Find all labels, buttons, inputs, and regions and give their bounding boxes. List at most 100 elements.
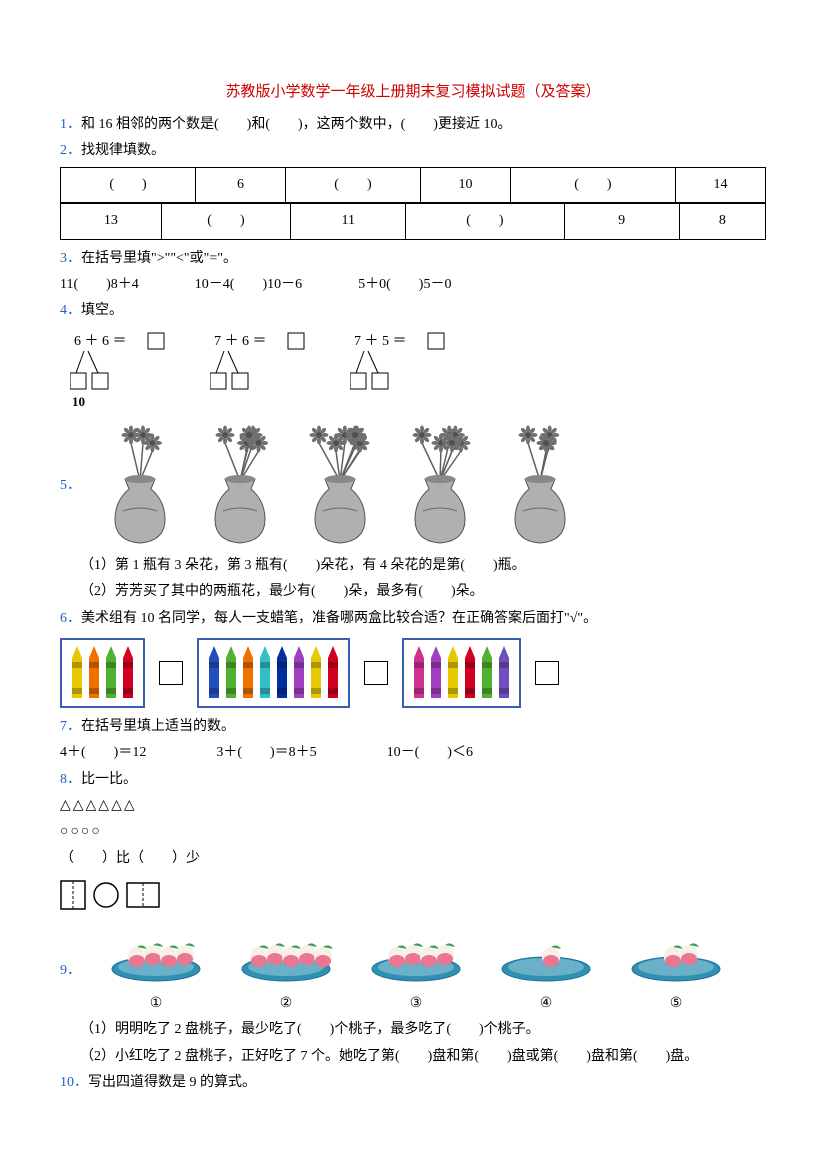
q8-compare: （ ）比（ ）少	[60, 848, 766, 870]
cell: ( )	[510, 167, 675, 202]
crayon-icon	[258, 646, 272, 700]
rect-dashed-icon	[60, 880, 86, 910]
cell: 10	[420, 167, 510, 202]
plate-col: ⑤	[621, 927, 731, 1016]
crayon-icon	[275, 646, 289, 700]
crayon-icon	[104, 646, 118, 700]
plate-col: ④	[491, 927, 601, 1016]
crayon-icon	[429, 646, 443, 700]
crayon-icon	[87, 646, 101, 700]
vase-icon	[295, 421, 385, 551]
answer-checkbox[interactable]	[159, 661, 183, 685]
cell: 13	[61, 204, 162, 239]
rect-dashed2-icon	[126, 882, 160, 908]
crayon-box	[402, 638, 521, 708]
decompose-group: 7 ＋ 5 ＝	[350, 331, 460, 411]
shape-row	[60, 880, 160, 910]
plate-label: ②	[231, 993, 341, 1015]
q6-text: 美术组有 10 名同学，每人一支蜡笔，准备哪两盒比较合适？在正确答案后面打"√"…	[81, 611, 597, 626]
page-title: 苏教版小学数学一年级上册期末复习模拟试题（及答案）	[60, 80, 766, 104]
cell: 6	[195, 167, 285, 202]
q8-circles: ○○○○	[60, 821, 766, 843]
cell: ( )	[285, 167, 420, 202]
q6-num: 6．	[60, 611, 81, 626]
q1-num: 1．	[60, 117, 81, 132]
svg-text:7 ＋ 5 ＝: 7 ＋ 5 ＝	[354, 334, 407, 349]
answer-checkbox[interactable]	[364, 661, 388, 685]
answer-checkbox[interactable]	[535, 661, 559, 685]
q2-row2: 13 ( ) 11 ( ) 9 8	[61, 204, 766, 239]
q4: 4．填空。	[60, 300, 766, 322]
cell: ( )	[406, 204, 564, 239]
crayon-icon	[207, 646, 221, 700]
q9-sub1: （1）明明吃了 2 盘桃子，最少吃了( )个桃子，最多吃了( )个桃子。	[80, 1019, 766, 1041]
peach-plate-icon	[621, 927, 731, 985]
crayon-icon	[241, 646, 255, 700]
cell: 9	[564, 204, 679, 239]
crayon-icon	[412, 646, 426, 700]
vase-icon	[395, 421, 485, 551]
cell: ( )	[61, 167, 196, 202]
plate-label: ⑤	[621, 993, 731, 1015]
vase-icon	[495, 421, 585, 551]
crayon-icon	[292, 646, 306, 700]
crayon-box	[197, 638, 350, 708]
decompose-group: 6 ＋ 6 ＝ 10	[70, 331, 180, 411]
vase-icon	[95, 421, 185, 551]
q3-num: 3．	[60, 251, 81, 266]
q7: 7．在括号里填上适当的数。	[60, 716, 766, 738]
crayon-icon	[463, 646, 477, 700]
vase-row: 5．	[60, 421, 766, 551]
peach-row: 9． ①	[60, 927, 766, 1016]
q2-row1: ( ) 6 ( ) 10 ( ) 14	[61, 167, 766, 202]
q1: 1．和 16 相邻的两个数是( )和( )，这两个数中，( )更接近 10。	[60, 114, 766, 136]
q3: 3．在括号里填">""<"或"="。	[60, 248, 766, 270]
crayon-icon	[224, 646, 238, 700]
cell: 14	[675, 167, 765, 202]
vase-icon	[195, 421, 285, 551]
crayon-icon	[446, 646, 460, 700]
crayon-icon	[309, 646, 323, 700]
cell: 8	[679, 204, 765, 239]
crayon-icon	[326, 646, 340, 700]
q7-num: 7．	[60, 719, 81, 734]
plate-col: ③	[361, 927, 471, 1016]
cell: ( )	[161, 204, 290, 239]
q2: 2．找规律填数。	[60, 140, 766, 162]
cell: 11	[291, 204, 406, 239]
q5-num: 5．	[60, 475, 81, 497]
decompose-row: 6 ＋ 6 ＝ 10 7 ＋ 6 ＝ 7 ＋ 5 ＝	[70, 331, 766, 411]
peach-plate-icon	[361, 927, 471, 985]
crayon-icon	[497, 646, 511, 700]
q5-sub1: （1）第 1 瓶有 3 朵花，第 3 瓶有( )朵花，有 4 朵花的是第( )瓶…	[80, 555, 766, 577]
svg-text:7 ＋ 6 ＝: 7 ＋ 6 ＝	[214, 334, 267, 349]
q10: 10．写出四道得数是 9 的算式。	[60, 1072, 766, 1094]
q4-num: 4．	[60, 303, 81, 318]
q8-triangles: △△△△△△	[60, 795, 766, 817]
q10-num: 10．	[60, 1075, 88, 1090]
plate-label: ①	[101, 993, 211, 1015]
q7-text: 在括号里填上适当的数。	[81, 719, 235, 734]
q8-num: 8．	[60, 772, 81, 787]
q1-text: 和 16 相邻的两个数是( )和( )，这两个数中，( )更接近 10。	[81, 117, 511, 132]
q3-items: 11( )8＋4 10－4( )10－6 5＋0( )5－0	[60, 274, 766, 296]
q8: 8．比一比。	[60, 769, 766, 791]
plate-col: ①	[101, 927, 211, 1016]
crayon-row	[60, 638, 766, 708]
q8-text: 比一比。	[81, 772, 137, 787]
q2-num: 2．	[60, 143, 81, 158]
q3-text: 在括号里填">""<"或"="。	[81, 251, 237, 266]
q9-num: 9．	[60, 960, 81, 982]
circle-icon	[92, 881, 120, 909]
plate-label: ③	[361, 993, 471, 1015]
peach-plate-icon	[231, 927, 341, 985]
crayon-icon	[121, 646, 135, 700]
plate-col: ②	[231, 927, 341, 1016]
q2-table: ( ) 6 ( ) 10 ( ) 14	[60, 167, 766, 203]
q10-text: 写出四道得数是 9 的算式。	[88, 1075, 256, 1090]
peach-plate-icon	[491, 927, 601, 985]
crayon-icon	[70, 646, 84, 700]
q7-items: 4＋( )＝12 3＋( )＝8＋5 10－( )＜6	[60, 742, 766, 764]
peach-plate-icon	[101, 927, 211, 985]
crayon-box	[60, 638, 145, 708]
